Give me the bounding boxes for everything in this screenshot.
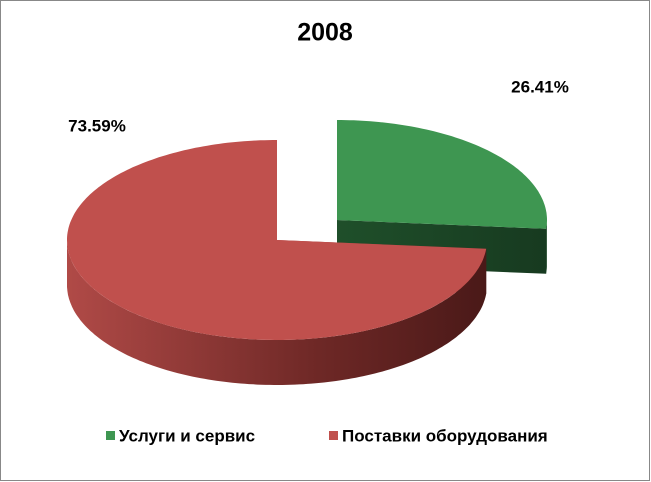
slice xyxy=(67,140,487,340)
chart-title: 2008 xyxy=(297,19,353,47)
data-label: 73.59% xyxy=(68,116,126,135)
legend-label: Услуги и сервис xyxy=(119,426,255,445)
data-label: 26.41% xyxy=(511,77,569,96)
slice xyxy=(337,120,547,229)
slice-side xyxy=(546,220,547,274)
legend-label: Поставки оборудования xyxy=(342,426,548,445)
slice-side xyxy=(67,240,487,385)
legend-swatch xyxy=(106,431,115,440)
legend-swatch xyxy=(329,431,338,440)
